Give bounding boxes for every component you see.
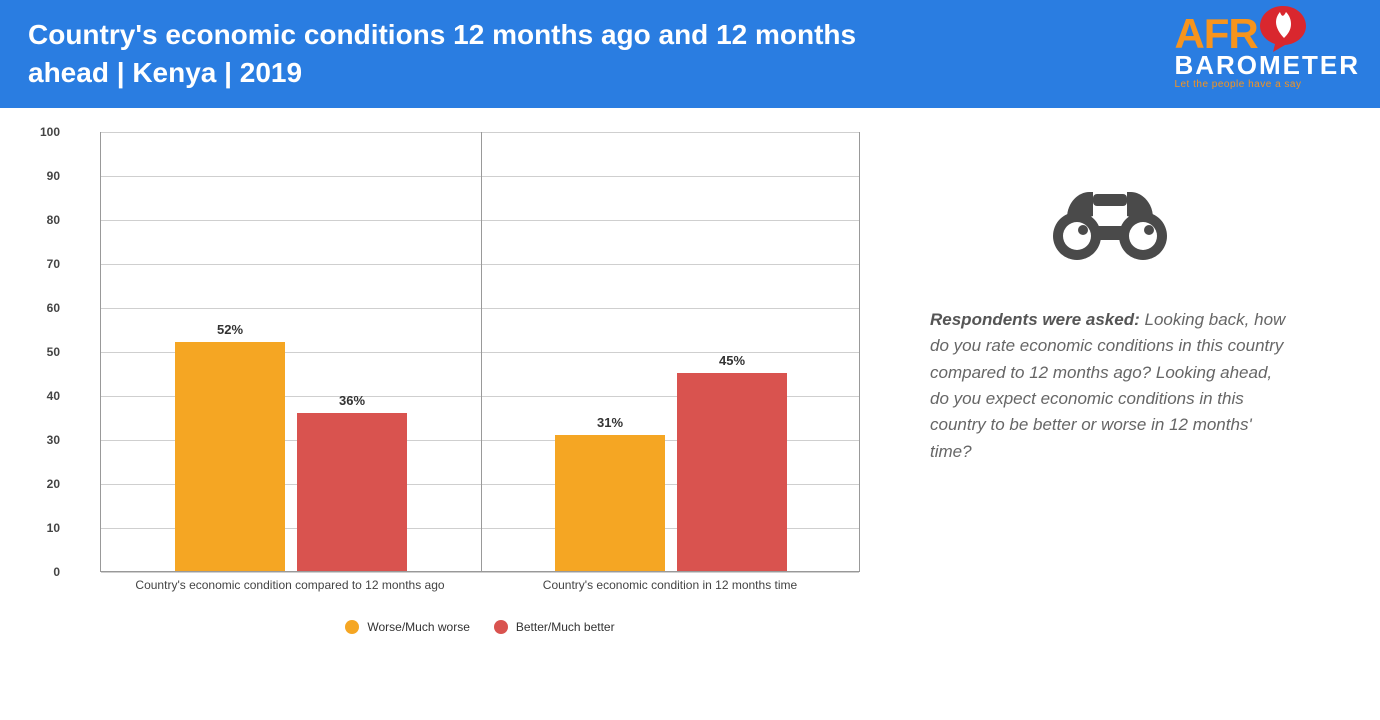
y-tick-label: 20 (24, 477, 60, 491)
question-body: Looking back, how do you rate economic c… (930, 310, 1285, 461)
x-axis-label: Country's economic condition in 12 month… (480, 578, 860, 592)
bar-worse: 52% (175, 342, 285, 571)
bar-better: 36% (297, 413, 407, 571)
gridline (101, 308, 859, 309)
chart-legend: Worse/Much worse Better/Much better (100, 620, 860, 634)
afrobarometer-logo: AFR BAROMETER Let the people have a say (1174, 4, 1360, 90)
gridline (101, 176, 859, 177)
page-title: Country's economic conditions 12 months … (28, 16, 878, 92)
group-divider (481, 132, 482, 571)
gridline (101, 572, 859, 573)
bar-better: 45% (677, 373, 787, 571)
y-tick-label: 70 (24, 257, 60, 271)
plot-area: 52%36%31%45% (100, 132, 860, 572)
gridline (101, 220, 859, 221)
bar-group: 52%36% (101, 342, 481, 571)
y-tick-label: 30 (24, 433, 60, 447)
bar-value-label: 36% (339, 393, 365, 408)
y-tick-label: 50 (24, 345, 60, 359)
bar-group: 31%45% (481, 373, 861, 571)
binoculars-icon (930, 182, 1290, 267)
gridline (101, 264, 859, 265)
bar-worse: 31% (555, 435, 665, 571)
bar-chart: 0102030405060708090100 52%36%31%45% (100, 132, 860, 572)
question-text: Respondents were asked: Looking back, ho… (930, 307, 1290, 465)
content-area: 0102030405060708090100 52%36%31%45% Coun… (0, 108, 1380, 634)
bar-value-label: 45% (719, 353, 745, 368)
y-tick-label: 60 (24, 301, 60, 315)
y-tick-label: 80 (24, 213, 60, 227)
gridline (101, 132, 859, 133)
sidebar-panel: Respondents were asked: Looking back, ho… (930, 132, 1290, 634)
logo-speech-bubble-icon (1258, 4, 1308, 46)
chart-container: 0102030405060708090100 52%36%31%45% Coun… (100, 132, 860, 634)
y-tick-label: 90 (24, 169, 60, 183)
legend-swatch (345, 620, 359, 634)
y-tick-label: 100 (24, 125, 60, 139)
question-lead: Respondents were asked: (930, 310, 1140, 329)
x-axis-labels: Country's economic condition compared to… (100, 578, 860, 592)
legend-label: Worse/Much worse (367, 620, 469, 634)
legend-swatch (494, 620, 508, 634)
y-tick-label: 10 (24, 521, 60, 535)
x-axis-label: Country's economic condition compared to… (100, 578, 480, 592)
legend-label: Better/Much better (516, 620, 615, 634)
header-bar: Country's economic conditions 12 months … (0, 0, 1380, 108)
legend-item-worse: Worse/Much worse (345, 620, 469, 634)
y-tick-label: 0 (24, 565, 60, 579)
bar-value-label: 52% (217, 322, 243, 337)
logo-barometer-text: BAROMETER (1174, 50, 1360, 81)
legend-item-better: Better/Much better (494, 620, 615, 634)
bar-value-label: 31% (597, 415, 623, 430)
y-tick-label: 40 (24, 389, 60, 403)
